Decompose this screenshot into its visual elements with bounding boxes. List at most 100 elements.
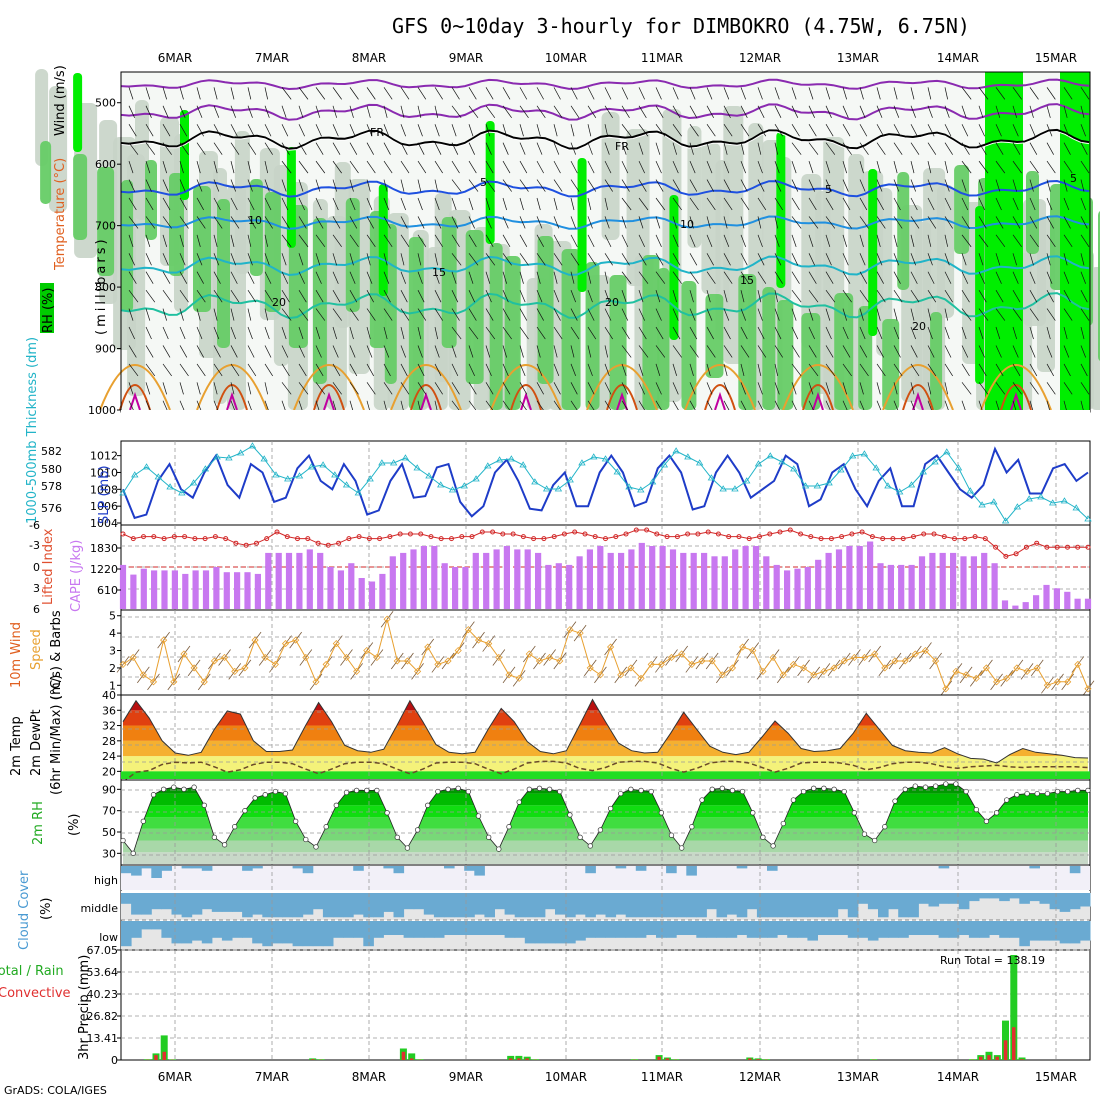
wind-speed-point [718, 671, 726, 679]
cloud-cell-middle [373, 893, 384, 918]
precip-label-3: 3hr Precip (mm) [77, 955, 92, 1060]
wind-barb [961, 160, 972, 174]
cloud-cell-middle [464, 893, 475, 918]
wind-barb [162, 345, 171, 358]
cloud-cell-high [181, 866, 193, 869]
rh-point [1004, 797, 1010, 803]
wind-barb [842, 289, 852, 303]
cloud-cell-low [494, 921, 506, 935]
wind-barb [910, 382, 915, 395]
cloud-cell-low [716, 921, 728, 938]
lifted-index-point [1054, 544, 1060, 550]
rh-zone-bright [286, 147, 296, 248]
tick-label: 32 [102, 720, 116, 733]
wind-barb [179, 124, 188, 137]
tick-label: 5 [109, 610, 116, 623]
wind-barb [230, 179, 236, 192]
rh-point [353, 787, 360, 794]
wind-barb [536, 271, 541, 284]
wind-barb [145, 179, 152, 192]
wind-speed-point [1043, 681, 1051, 689]
wind-barb [570, 179, 580, 192]
thickness-point [484, 462, 492, 469]
wind-barb [145, 271, 154, 284]
wind-speed-point [149, 678, 158, 686]
cloud-cell-middle [191, 893, 203, 915]
wind-speed-point [728, 664, 737, 672]
wind-barb [1063, 216, 1071, 229]
wind-barb [757, 382, 763, 395]
thickness-point [1001, 517, 1010, 524]
wind-barb [570, 271, 575, 284]
wind-barb [655, 345, 666, 358]
wind-barb [876, 197, 884, 211]
wind-barb [621, 290, 627, 303]
cape-bar [680, 552, 687, 609]
wind-barb [961, 363, 970, 377]
rh-zone-mid [561, 249, 581, 410]
rh-zone-mid [642, 255, 660, 410]
wind-barb [298, 363, 307, 377]
cloud-cell-low [575, 921, 586, 941]
wind-barb [400, 160, 410, 174]
wind-barb [485, 382, 494, 395]
rh-zone-mid [193, 186, 211, 312]
wind-barb [927, 197, 935, 211]
rh-point [811, 785, 817, 791]
cape-bar [483, 552, 490, 609]
wind-barb [315, 382, 326, 395]
cloud-cell-high [938, 866, 950, 869]
wind-barb [961, 326, 967, 340]
wind-barb [128, 382, 134, 395]
cloud-cell-middle [666, 893, 677, 918]
cloud-cell-middle [867, 893, 879, 910]
wind-barb [451, 326, 462, 340]
wind-barb [723, 197, 733, 211]
wind-speed-point [952, 667, 960, 675]
precip-convective-bar [995, 1056, 999, 1060]
lifted-index-point [520, 534, 526, 540]
wind-barb [502, 271, 508, 284]
wind-barb [468, 382, 477, 395]
rh-zone-light [234, 131, 250, 274]
wind-barb [400, 105, 405, 118]
wind-barb [553, 345, 558, 358]
wind-barb [689, 290, 694, 303]
cloud-cell-low [847, 921, 859, 938]
wind-barb [400, 87, 410, 100]
wind-barb [196, 271, 204, 284]
rh-zone-mid [738, 274, 757, 410]
rh-point [475, 813, 482, 819]
wind-barb [315, 160, 326, 174]
wind-barb [842, 87, 848, 100]
wind-barb [417, 179, 422, 192]
wind-speed-point [972, 674, 980, 682]
wind-barb [298, 87, 309, 100]
cloud-cell-low [807, 921, 818, 941]
wind-barb [1063, 345, 1070, 358]
cape-bar [285, 552, 293, 609]
wind-barb [723, 308, 730, 321]
cloud-cell-middle [403, 893, 415, 910]
wind-barb [791, 308, 797, 321]
cloud-cell-high [464, 866, 475, 871]
wind-barb [366, 179, 371, 192]
precip-label-2: Convective [0, 986, 71, 1001]
wind-speed-point [474, 636, 483, 644]
wind-barb [298, 345, 305, 358]
cape-bar [389, 556, 396, 609]
isotherm-5 [120, 179, 1090, 198]
lifted-index-point [900, 536, 906, 542]
rh-zone-mid [537, 236, 554, 384]
wind-speed-point [444, 657, 452, 665]
li-tick-label: -6 [29, 519, 40, 532]
cloud-cell-low [797, 921, 808, 938]
wind-barb [468, 290, 475, 303]
wind-barb [315, 105, 321, 118]
wind-barb [655, 363, 661, 377]
wind-barb [179, 216, 189, 229]
rh-point [963, 788, 969, 795]
wind-speed-point [1074, 660, 1082, 669]
tick-label: 600 [95, 158, 116, 171]
wind-barb [1012, 142, 1021, 155]
